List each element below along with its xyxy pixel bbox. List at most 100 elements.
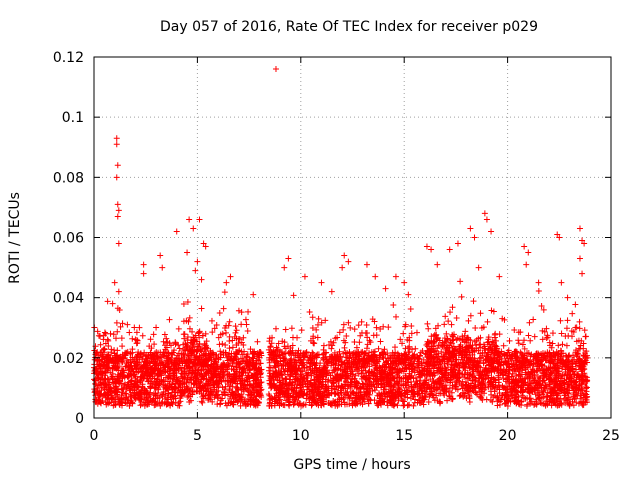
- data-point: [279, 375, 286, 382]
- data-point: [572, 301, 579, 308]
- data-point: [238, 321, 245, 328]
- data-point: [484, 339, 491, 346]
- data-point: [480, 360, 487, 367]
- data-point: [491, 388, 498, 395]
- data-point: [375, 345, 382, 352]
- data-point: [373, 324, 380, 331]
- data-points: [91, 66, 591, 409]
- data-point: [286, 398, 293, 405]
- data-point: [558, 330, 565, 337]
- data-point: [412, 345, 419, 352]
- data-point: [453, 314, 460, 321]
- data-point: [462, 382, 469, 389]
- data-point: [363, 330, 370, 337]
- data-point: [223, 322, 230, 329]
- data-point: [572, 324, 579, 331]
- data-point: [377, 325, 384, 332]
- data-point: [442, 313, 449, 320]
- data-point: [182, 347, 189, 354]
- data-point: [533, 396, 540, 403]
- data-point: [466, 387, 473, 394]
- data-point: [465, 317, 472, 324]
- data-point: [380, 323, 387, 330]
- data-point: [162, 396, 169, 403]
- data-point: [235, 307, 242, 314]
- data-point: [112, 335, 119, 342]
- data-point: [351, 326, 358, 333]
- data-point: [313, 326, 320, 333]
- data-point: [424, 320, 431, 327]
- data-point: [223, 354, 230, 361]
- data-point: [506, 337, 513, 344]
- data-point: [521, 337, 528, 344]
- data-point: [574, 370, 581, 377]
- data-point: [254, 338, 261, 345]
- data-point: [538, 302, 545, 309]
- data-point: [172, 392, 179, 399]
- data-point: [245, 308, 252, 315]
- data-point: [576, 318, 583, 325]
- data-point: [569, 310, 576, 317]
- data-point: [548, 402, 555, 409]
- data-point: [346, 401, 353, 408]
- data-point: [428, 362, 435, 369]
- data-point: [410, 402, 417, 409]
- data-point: [153, 324, 160, 331]
- data-point: [521, 345, 528, 352]
- data-point: [559, 341, 566, 348]
- data-point: [219, 340, 226, 347]
- data-point: [186, 398, 193, 405]
- data-point: [199, 399, 206, 406]
- data-point: [499, 383, 506, 390]
- data-point: [527, 337, 534, 344]
- data-point: [269, 334, 276, 341]
- data-point: [222, 341, 229, 348]
- data-point: [435, 376, 442, 383]
- data-point: [449, 304, 456, 311]
- data-point: [549, 330, 556, 337]
- data-point: [217, 348, 224, 355]
- data-point: [543, 325, 550, 332]
- data-point: [122, 390, 129, 397]
- data-point: [258, 379, 265, 386]
- data-point: [233, 342, 240, 349]
- data-point: [448, 321, 455, 328]
- data-point: [342, 354, 349, 361]
- data-point: [265, 346, 272, 353]
- data-point: [477, 310, 484, 317]
- data-point: [478, 379, 485, 386]
- data-point: [222, 400, 229, 407]
- data-point: [472, 324, 479, 331]
- data-point: [102, 330, 109, 337]
- data-point: [456, 392, 463, 399]
- data-point: [177, 373, 184, 380]
- data-point: [150, 331, 157, 338]
- data-point: [391, 400, 398, 407]
- data-point: [467, 312, 474, 319]
- data-point: [203, 338, 210, 345]
- data-point: [525, 332, 532, 339]
- data-point: [526, 319, 533, 326]
- data-point: [563, 342, 570, 349]
- data-point: [574, 392, 581, 399]
- data-point: [540, 306, 547, 313]
- data-point: [340, 321, 347, 328]
- data-point: [443, 330, 450, 337]
- data-point: [308, 402, 315, 409]
- data-point: [289, 347, 296, 354]
- data-point: [459, 378, 466, 385]
- data-point: [466, 395, 473, 402]
- data-point: [186, 314, 193, 321]
- data-point: [445, 318, 452, 325]
- data-point: [330, 367, 337, 374]
- data-point: [282, 326, 289, 333]
- data-point: [385, 324, 392, 331]
- data-point: [196, 329, 203, 336]
- data-point: [270, 377, 277, 384]
- data-point: [94, 328, 101, 335]
- data-point: [342, 339, 349, 346]
- data-point: [175, 325, 182, 332]
- data-point: [114, 305, 121, 312]
- data-point: [92, 343, 99, 350]
